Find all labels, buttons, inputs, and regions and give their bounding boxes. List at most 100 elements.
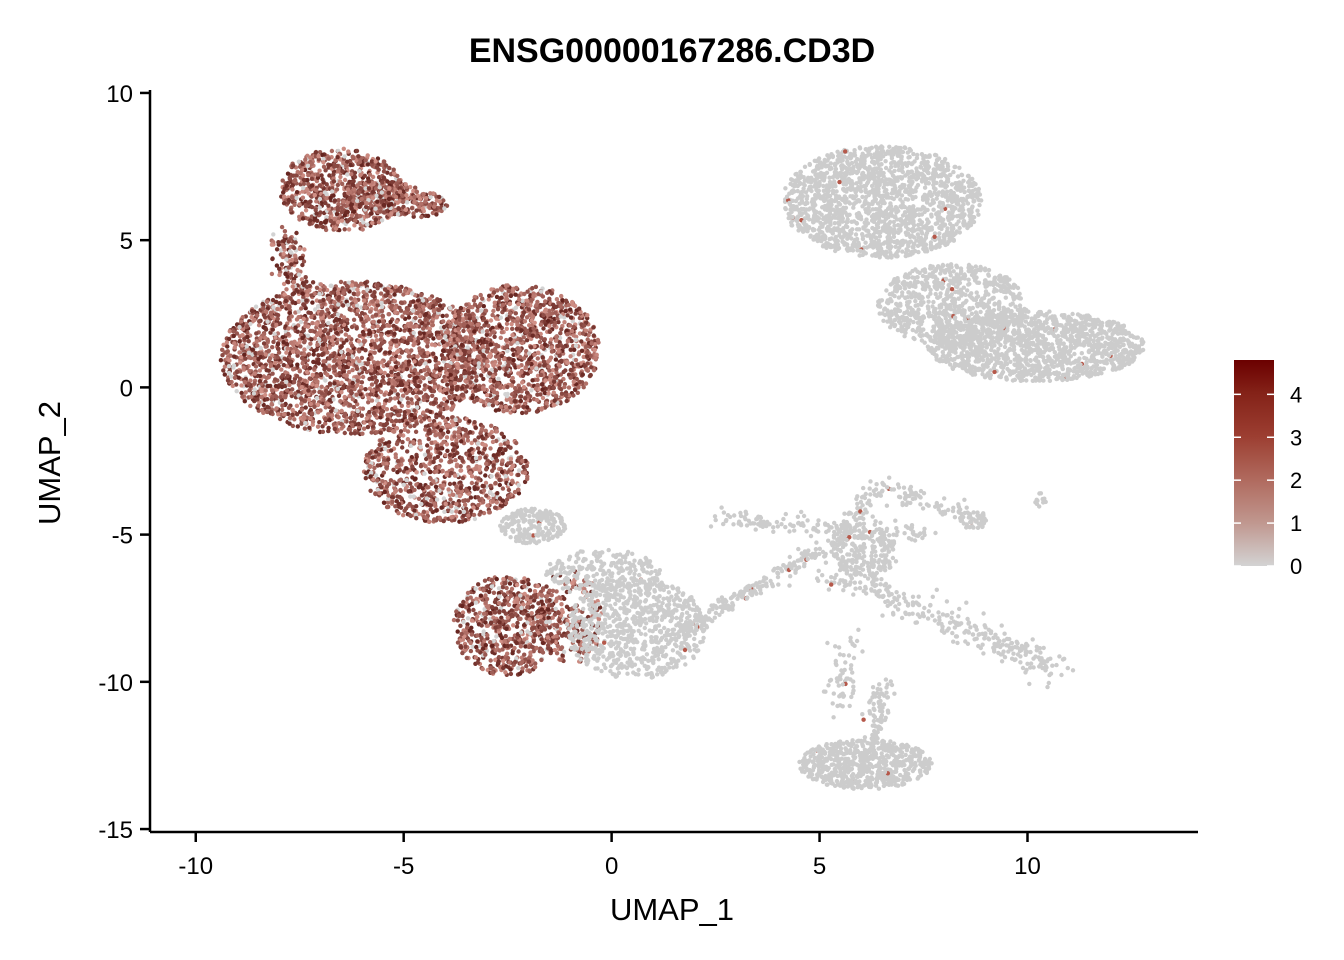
cell-point [461, 498, 466, 503]
cell-point [447, 481, 453, 487]
cell-point [336, 393, 342, 398]
cell-point [562, 384, 567, 390]
cell-point [335, 312, 341, 317]
cell-point [350, 380, 355, 386]
cell-point [505, 317, 510, 323]
cell-point [513, 399, 518, 404]
cell-point [398, 487, 403, 493]
cell-point [274, 406, 279, 411]
cell-point [426, 436, 431, 442]
cell-point [352, 417, 358, 422]
cell-point [300, 335, 305, 341]
cell-point [515, 322, 520, 327]
cell-point [481, 488, 487, 493]
cell-point [332, 381, 337, 386]
cell-point [393, 305, 398, 310]
cell-point [282, 412, 287, 417]
cell-point [413, 315, 418, 321]
cell-point [399, 397, 404, 402]
cell-point [406, 354, 411, 359]
cell-point [591, 325, 596, 330]
cell-point [448, 305, 453, 311]
cell-point [534, 334, 539, 339]
cell-point [377, 490, 382, 496]
cell-point [224, 340, 230, 345]
cell-point [443, 453, 448, 458]
cell-point [339, 337, 344, 342]
cell-point [375, 360, 380, 365]
cell-point [394, 319, 399, 324]
cell-point [309, 337, 314, 342]
cell-point [338, 320, 344, 325]
cell-point [559, 358, 564, 363]
cell-point [411, 330, 416, 336]
cell-point [547, 377, 552, 382]
cell-point [541, 326, 546, 331]
cell-point [485, 503, 490, 508]
cell-point [337, 371, 342, 376]
cell-point [468, 430, 473, 435]
cell-point [394, 350, 400, 355]
cell-point [369, 430, 374, 435]
cell-point [562, 320, 567, 325]
cell-point [378, 291, 384, 296]
cell-point [425, 443, 430, 448]
cell-point [459, 439, 464, 444]
cell-point [394, 344, 399, 349]
cell-point [302, 415, 307, 421]
cell-point [444, 435, 450, 440]
cell-point [367, 464, 373, 469]
cell-point [261, 402, 266, 408]
cell-point [319, 384, 324, 389]
cell-point [419, 375, 424, 380]
cell-point [479, 308, 484, 313]
cell-point [384, 465, 389, 470]
cell-point [511, 379, 516, 384]
cell-point [307, 376, 312, 381]
cell-point [422, 452, 428, 457]
cell-point [464, 488, 469, 493]
cell-point [380, 324, 386, 329]
cell-point [520, 380, 525, 385]
cell-point [505, 461, 511, 466]
cell-point [512, 394, 517, 399]
cell-point [300, 361, 305, 366]
cell-point [530, 333, 535, 338]
cell-point [461, 509, 467, 514]
cell-point [373, 380, 379, 385]
cell-point [414, 394, 419, 399]
cell-point [448, 372, 453, 377]
cell-point [453, 457, 458, 463]
cell-point [568, 347, 573, 352]
cell-point [394, 481, 399, 486]
cell-point [373, 333, 379, 338]
cell-point [515, 316, 520, 321]
cell-point [469, 337, 474, 342]
cell-point [301, 328, 306, 333]
cell-point [475, 441, 481, 446]
cell-point [382, 287, 388, 292]
cell-point [396, 372, 401, 377]
cell-point [476, 476, 481, 481]
cell-point [483, 428, 488, 433]
cell-point [294, 374, 300, 379]
cell-point [394, 441, 400, 447]
cell-point [346, 369, 352, 375]
cell-point [293, 391, 298, 396]
cell-point [393, 488, 399, 493]
cell-point [524, 315, 530, 320]
cell-point [399, 388, 404, 393]
cell-point [427, 469, 433, 475]
cell-point [265, 383, 270, 389]
cell-point [257, 368, 262, 373]
cell-point [318, 312, 324, 317]
cell-point [450, 423, 456, 428]
cell-point [306, 388, 311, 393]
cell-point [369, 398, 375, 403]
cell-point [514, 285, 519, 291]
cell-point [285, 346, 290, 351]
cell-point [253, 364, 259, 369]
cell-point [280, 373, 286, 378]
cell-point [388, 340, 393, 345]
cell-point [431, 491, 436, 496]
